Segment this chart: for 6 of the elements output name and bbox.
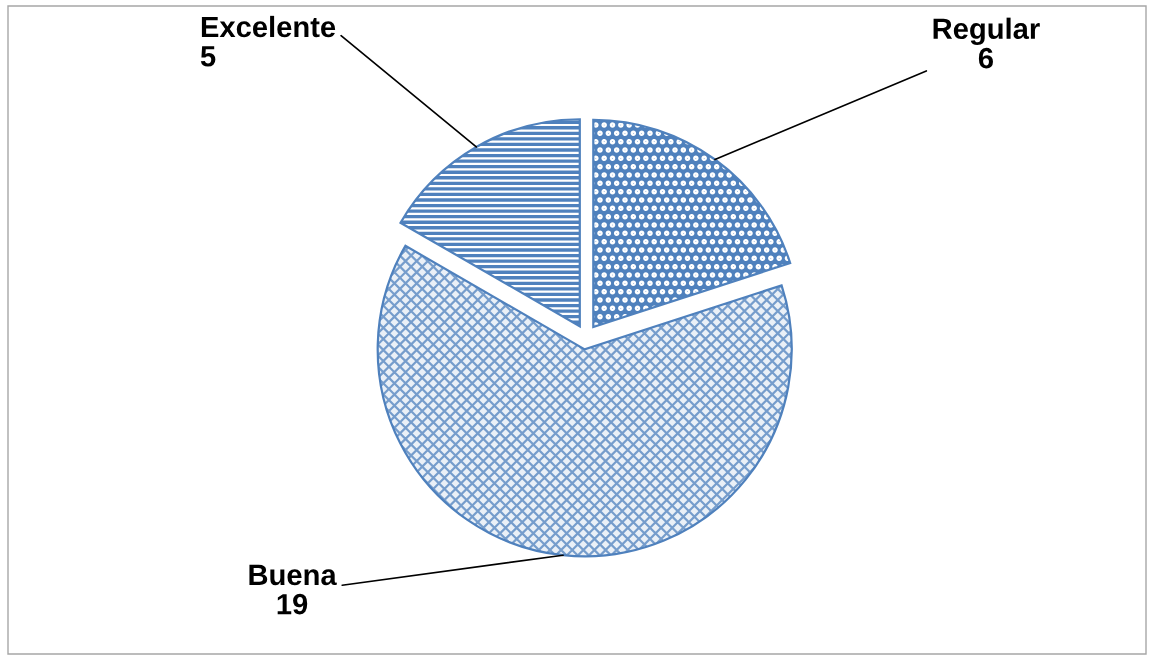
data-label: 6	[978, 47, 993, 69]
data-label: 5	[200, 46, 216, 67]
slice-label: Regular	[933, 17, 1040, 45]
slice-label: Buena	[249, 564, 337, 586]
slice-label: Excelente	[201, 15, 336, 38]
data-label: 19	[277, 593, 308, 615]
